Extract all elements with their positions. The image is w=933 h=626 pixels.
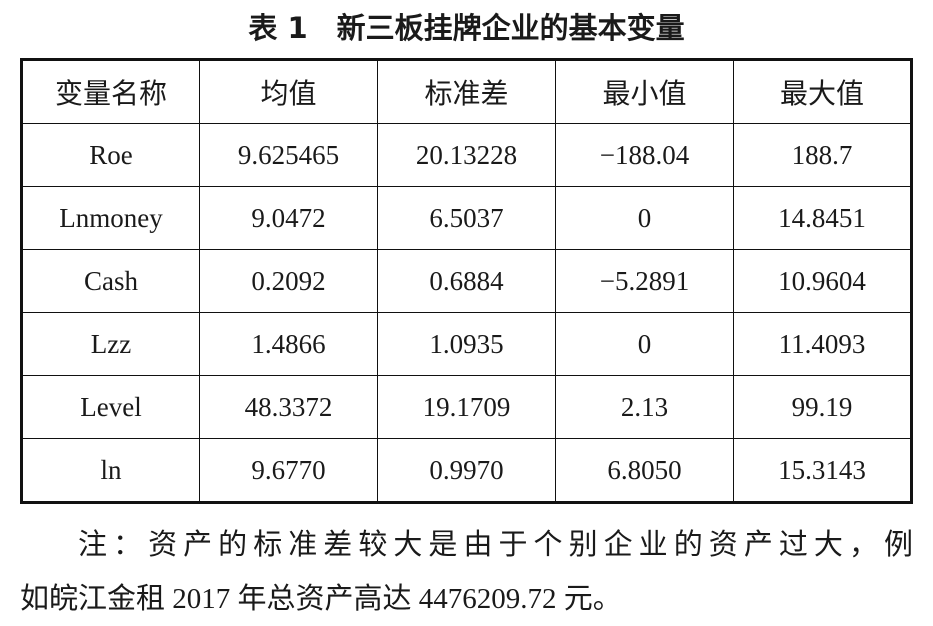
value-cell: 1.4866	[199, 312, 378, 376]
data-table: 变量名称 均值 标准差 最小值 最大值 Roe 9.625465 20.13228 −188.…	[20, 58, 913, 504]
value-cell: 48.3372	[199, 375, 378, 439]
header-cell: 最大值	[733, 59, 912, 124]
value-cell: 6.5037	[377, 186, 556, 250]
variable-name: Lzz	[21, 312, 200, 376]
table-body: Roe 9.625465 20.13228 −188.04 188.7 Lnmoney 9.…	[21, 123, 912, 503]
variable-name: Roe	[21, 123, 200, 187]
header-row: 变量名称 均值 标准差 最小值 最大值	[21, 59, 912, 124]
variable-name: Lnmoney	[21, 186, 200, 250]
value-cell: 9.0472	[199, 186, 378, 250]
header-cell: 变量名称	[21, 59, 200, 124]
value-cell: −5.2891	[555, 249, 734, 313]
table-row: Lzz 1.4866 1.0935 0 11.4093	[21, 312, 912, 376]
variable-name: Cash	[21, 249, 200, 313]
table-row: ln 9.6770 0.9970 6.8050 15.3143	[21, 438, 912, 503]
table-row: Level 48.3372 19.1709 2.13 99.19	[21, 375, 912, 439]
value-cell: 0	[555, 186, 734, 250]
value-cell: 0.2092	[199, 249, 378, 313]
header-cell: 最小值	[555, 59, 734, 124]
variable-name: Level	[21, 375, 200, 439]
table-title: 表 1 新三板挂牌企业的基本变量	[248, 11, 685, 45]
value-cell: 11.4093	[733, 312, 912, 376]
value-cell: −188.04	[555, 123, 734, 187]
header-cell: 均值	[199, 59, 378, 124]
value-cell: 20.13228	[377, 123, 556, 187]
note-line: 注：资产的标准差较大是由于个别企业的资产过大，例	[78, 529, 913, 561]
value-cell: 2.13	[555, 375, 734, 439]
note: 注：资产的标准差较大是由于个别企业的资产过大，例如皖江金租 2017 年总资产高…	[20, 518, 913, 626]
value-cell: 9.6770	[199, 438, 378, 503]
value-cell: 10.9604	[733, 249, 912, 313]
header-cell: 标准差	[377, 59, 556, 124]
value-cell: 6.8050	[555, 438, 734, 503]
value-cell: 14.8451	[733, 186, 912, 250]
variable-name: ln	[21, 438, 200, 503]
value-cell: 1.0935	[377, 312, 556, 376]
value-cell: 99.19	[733, 375, 912, 439]
value-cell: 0	[555, 312, 734, 376]
value-cell: 0.6884	[377, 249, 556, 313]
value-cell: 19.1709	[377, 375, 556, 439]
value-cell: 0.9970	[377, 438, 556, 503]
value-cell: 188.7	[733, 123, 912, 187]
note-line: 如皖江金租 2017 年总资产高达 4476209.72 元。	[20, 583, 622, 615]
value-cell: 9.625465	[199, 123, 378, 187]
table-row: Cash 0.2092 0.6884 −5.2891 10.9604	[21, 249, 912, 313]
table-row: Roe 9.625465 20.13228 −188.04 188.7	[21, 123, 912, 187]
value-cell: 15.3143	[733, 438, 912, 503]
table-row: Lnmoney 9.0472 6.5037 0 14.8451	[21, 186, 912, 250]
